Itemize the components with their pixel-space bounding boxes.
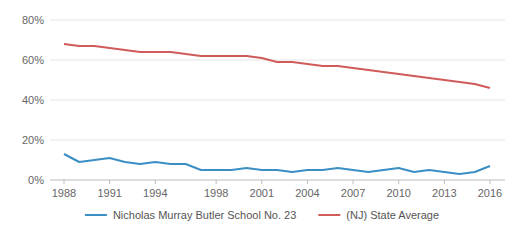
legend-label: (NJ) State Average xyxy=(346,209,439,221)
legend-label: Nicholas Murray Butler School No. 23 xyxy=(113,209,296,221)
x-tick xyxy=(261,180,262,184)
chart: 0% 20% 40% 60% 80% 1988 1991 1994 1998 2001 2004 20… xyxy=(0,0,524,230)
y-tick-label: 40% xyxy=(22,94,44,106)
plot-area xyxy=(64,44,490,174)
x-tick-label: 2013 xyxy=(432,187,456,199)
x-tick-label: 1998 xyxy=(204,187,228,199)
y-tick-label: 0% xyxy=(28,174,44,186)
x-tick xyxy=(109,180,110,184)
grid-line xyxy=(50,60,505,61)
x-tick xyxy=(155,180,156,184)
x-tick-label: 2010 xyxy=(386,187,410,199)
x-tick-label: 1991 xyxy=(97,187,121,199)
x-tick-label: 2007 xyxy=(341,187,365,199)
y-tick-label: 20% xyxy=(22,134,44,146)
grid-line xyxy=(50,140,505,141)
x-tick xyxy=(64,180,65,184)
x-tick-label: 2016 xyxy=(478,187,502,199)
x-tick xyxy=(398,180,399,184)
legend: Nicholas Murray Butler School No. 23 (NJ)… xyxy=(85,209,439,221)
grid-line xyxy=(50,180,505,181)
x-tick-label: 1994 xyxy=(143,187,167,199)
legend-swatch xyxy=(85,214,107,216)
grid-line xyxy=(50,100,505,101)
x-tick xyxy=(444,180,445,184)
x-tick xyxy=(216,180,217,184)
legend-swatch xyxy=(318,214,340,216)
x-tick-label: 2004 xyxy=(295,187,319,199)
x-tick-label: 2001 xyxy=(250,187,274,199)
y-tick-label: 60% xyxy=(22,54,44,66)
series-line xyxy=(64,154,490,174)
grid-line xyxy=(50,20,505,21)
x-tick xyxy=(353,180,354,184)
x-tick-label: 1988 xyxy=(52,187,76,199)
series-line xyxy=(64,44,490,88)
y-tick-label: 80% xyxy=(22,14,44,26)
x-tick xyxy=(490,180,491,184)
x-tick xyxy=(307,180,308,184)
